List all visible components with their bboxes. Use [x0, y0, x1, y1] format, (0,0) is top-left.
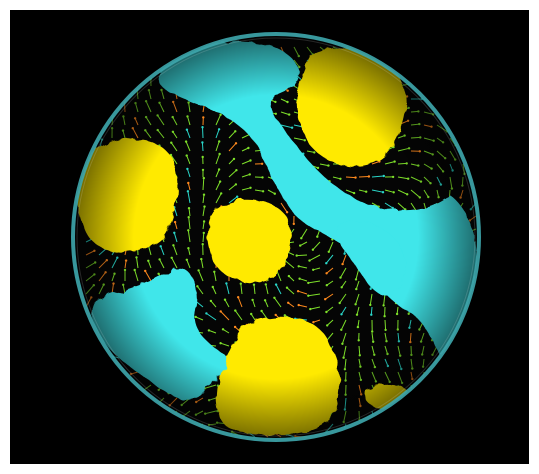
vector-arrow-head [114, 370, 117, 373]
vector-arrow-head [181, 48, 184, 51]
vector-arrow-head [130, 386, 133, 389]
sphere-body [73, 34, 479, 440]
vector-arrow-head [417, 85, 420, 89]
render-viewport [10, 10, 529, 464]
vector-arrow-head [399, 406, 403, 409]
vector-arrow-head [168, 416, 172, 419]
vector-arrow-head [373, 420, 376, 423]
vector-arrow-head [432, 101, 435, 104]
vector-arrow-head [192, 426, 195, 429]
vector-arrow-head [411, 391, 414, 394]
sphere-rim [71, 32, 481, 442]
sphere-icon [76, 37, 476, 437]
sphere-render [71, 32, 481, 442]
vector-arrow-head [154, 404, 157, 408]
